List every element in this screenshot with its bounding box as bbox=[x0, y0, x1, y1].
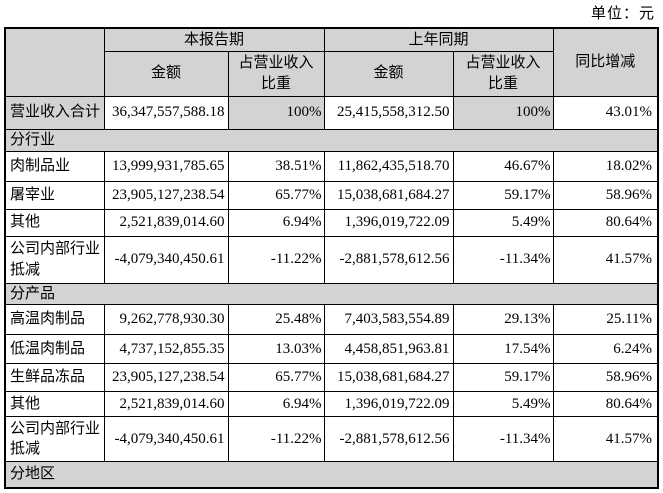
row-label: 生鲜品冻品 bbox=[4, 362, 105, 392]
yoy-cell: 41.57% bbox=[552, 415, 659, 462]
yoy-cell: 6.24% bbox=[552, 333, 659, 364]
prior-amount-cell: 1,396,019,722.09 bbox=[323, 208, 454, 237]
header-yoy-change: 同比增减 bbox=[552, 27, 659, 97]
row-label: 低温肉制品 bbox=[4, 333, 105, 364]
header-ratio-prior-line1: 占营业收入 bbox=[465, 55, 541, 72]
header-ratio-prior-line2: 比重 bbox=[488, 75, 519, 92]
header-row-periods: 本报告期 上年同期 同比增减 bbox=[4, 27, 659, 97]
section-label: 分行业 bbox=[4, 128, 659, 152]
prior-ratio-cell: 59.17% bbox=[452, 180, 554, 210]
prior-amount-cell: 7,403,583,554.89 bbox=[323, 303, 454, 335]
current-amount-cell: 36,347,557,588.18 bbox=[103, 95, 229, 130]
row-label: 公司内部行业抵减 bbox=[4, 415, 105, 462]
current-ratio-cell: -11.22% bbox=[227, 235, 325, 284]
prior-ratio-cell: -11.34% bbox=[452, 415, 554, 462]
yoy-cell: 80.64% bbox=[552, 390, 659, 417]
header-amount-current: 金额 bbox=[103, 50, 229, 97]
unit-label: 单位：元 bbox=[590, 6, 655, 22]
row-total-revenue: 营业收入合计 36,347,557,588.18 100% 25,415,558… bbox=[4, 95, 659, 130]
row-low-temp-meat: 低温肉制品 4,737,152,855.35 13.03% 4,458,851,… bbox=[4, 333, 659, 364]
prior-amount-cell: 25,415,558,312.50 bbox=[323, 95, 454, 130]
prior-ratio-cell: 46.67% bbox=[452, 150, 554, 182]
revenue-breakdown-table: 本报告期 上年同期 同比增减 金额 占营业收入 比重 金额 占营业收入 比重 营… bbox=[4, 27, 660, 490]
row-label: 其他 bbox=[4, 208, 105, 237]
current-ratio-cell: 65.77% bbox=[227, 362, 325, 392]
prior-amount-cell: 15,038,681,684.27 bbox=[323, 362, 454, 392]
current-amount-cell: 13,999,931,785.65 bbox=[103, 150, 229, 182]
header-ratio-current-line1: 占营业收入 bbox=[238, 55, 314, 72]
header-empty-cell bbox=[4, 27, 105, 97]
prior-ratio-cell: 59.17% bbox=[452, 362, 554, 392]
row-other-industry: 其他 2,521,839,014.60 6.94% 1,396,019,722.… bbox=[4, 208, 659, 237]
prior-ratio-cell: 5.49% bbox=[452, 390, 554, 417]
section-label: 分地区 bbox=[4, 460, 659, 489]
current-ratio-cell: 38.51% bbox=[227, 150, 325, 182]
yoy-cell: 25.11% bbox=[552, 303, 659, 335]
prior-ratio-cell: 29.13% bbox=[452, 303, 554, 335]
row-slaughter-industry: 屠宰业 23,905,127,238.54 65.77% 15,038,681,… bbox=[4, 180, 659, 210]
header-current-period: 本报告期 bbox=[103, 27, 325, 52]
current-ratio-cell: 65.77% bbox=[227, 180, 325, 210]
row-label: 肉制品业 bbox=[4, 150, 105, 182]
current-ratio-cell: 13.03% bbox=[227, 333, 325, 364]
current-ratio-cell: -11.22% bbox=[227, 415, 325, 462]
prior-amount-cell: 4,458,851,963.81 bbox=[323, 333, 454, 364]
prior-amount-cell: 1,396,019,722.09 bbox=[323, 390, 454, 417]
header-ratio-current-line2: 比重 bbox=[261, 75, 292, 92]
row-other-product: 其他 2,521,839,014.60 6.94% 1,396,019,722.… bbox=[4, 390, 659, 417]
yoy-cell: 41.57% bbox=[552, 235, 659, 284]
prior-ratio-cell: -11.34% bbox=[452, 235, 554, 284]
section-row-by-region: 分地区 bbox=[4, 460, 659, 489]
current-amount-cell: 2,521,839,014.60 bbox=[103, 208, 229, 237]
row-meat-products-industry: 肉制品业 13,999,931,785.65 38.51% 11,862,435… bbox=[4, 150, 659, 182]
row-label: 高温肉制品 bbox=[4, 303, 105, 335]
row-high-temp-meat: 高温肉制品 9,262,778,930.30 25.48% 7,403,583,… bbox=[4, 303, 659, 335]
current-amount-cell: 9,262,778,930.30 bbox=[103, 303, 229, 335]
current-ratio-cell: 6.94% bbox=[227, 390, 325, 417]
row-label: 公司内部行业抵减 bbox=[4, 235, 105, 284]
current-amount-cell: 2,521,839,014.60 bbox=[103, 390, 229, 417]
section-row-by-product: 分产品 bbox=[4, 282, 659, 305]
header-ratio-prior: 占营业收入 比重 bbox=[452, 50, 554, 97]
prior-ratio-cell: 5.49% bbox=[452, 208, 554, 237]
prior-amount-cell: -2,881,578,612.56 bbox=[323, 235, 454, 284]
current-amount-cell: 4,737,152,855.35 bbox=[103, 333, 229, 364]
yoy-cell: 80.64% bbox=[552, 208, 659, 237]
prior-ratio-cell: 100% bbox=[452, 95, 554, 130]
prior-amount-cell: 11,862,435,518.70 bbox=[323, 150, 454, 182]
header-ratio-current: 占营业收入 比重 bbox=[227, 50, 325, 97]
current-ratio-cell: 100% bbox=[227, 95, 325, 130]
row-label: 其他 bbox=[4, 390, 105, 417]
row-internal-offset-industry: 公司内部行业抵减 -4,079,340,450.61 -11.22% -2,88… bbox=[4, 235, 659, 284]
current-amount-cell: 23,905,127,238.54 bbox=[103, 180, 229, 210]
header-prior-period: 上年同期 bbox=[323, 27, 554, 52]
yoy-cell: 18.02% bbox=[552, 150, 659, 182]
header-row-measures: 金额 占营业收入 比重 金额 占营业收入 比重 bbox=[5, 50, 658, 97]
row-internal-offset-product: 公司内部行业抵减 -4,079,340,450.61 -11.22% -2,88… bbox=[4, 415, 659, 462]
header-amount-prior: 金额 bbox=[323, 50, 454, 97]
prior-amount-cell: 15,038,681,684.27 bbox=[323, 180, 454, 210]
row-fresh-frozen: 生鲜品冻品 23,905,127,238.54 65.77% 15,038,68… bbox=[4, 362, 659, 392]
current-amount-cell: -4,079,340,450.61 bbox=[103, 415, 229, 462]
yoy-cell: 43.01% bbox=[552, 95, 659, 130]
current-ratio-cell: 25.48% bbox=[227, 303, 325, 335]
section-row-by-industry: 分行业 bbox=[4, 128, 659, 152]
current-amount-cell: 23,905,127,238.54 bbox=[103, 362, 229, 392]
yoy-cell: 58.96% bbox=[552, 180, 659, 210]
row-label: 营业收入合计 bbox=[4, 95, 105, 130]
prior-ratio-cell: 17.54% bbox=[452, 333, 554, 364]
prior-amount-cell: -2,881,578,612.56 bbox=[323, 415, 454, 462]
section-label: 分产品 bbox=[4, 282, 659, 305]
current-amount-cell: -4,079,340,450.61 bbox=[103, 235, 229, 284]
yoy-cell: 58.96% bbox=[552, 362, 659, 392]
row-label: 屠宰业 bbox=[4, 180, 105, 210]
current-ratio-cell: 6.94% bbox=[227, 208, 325, 237]
